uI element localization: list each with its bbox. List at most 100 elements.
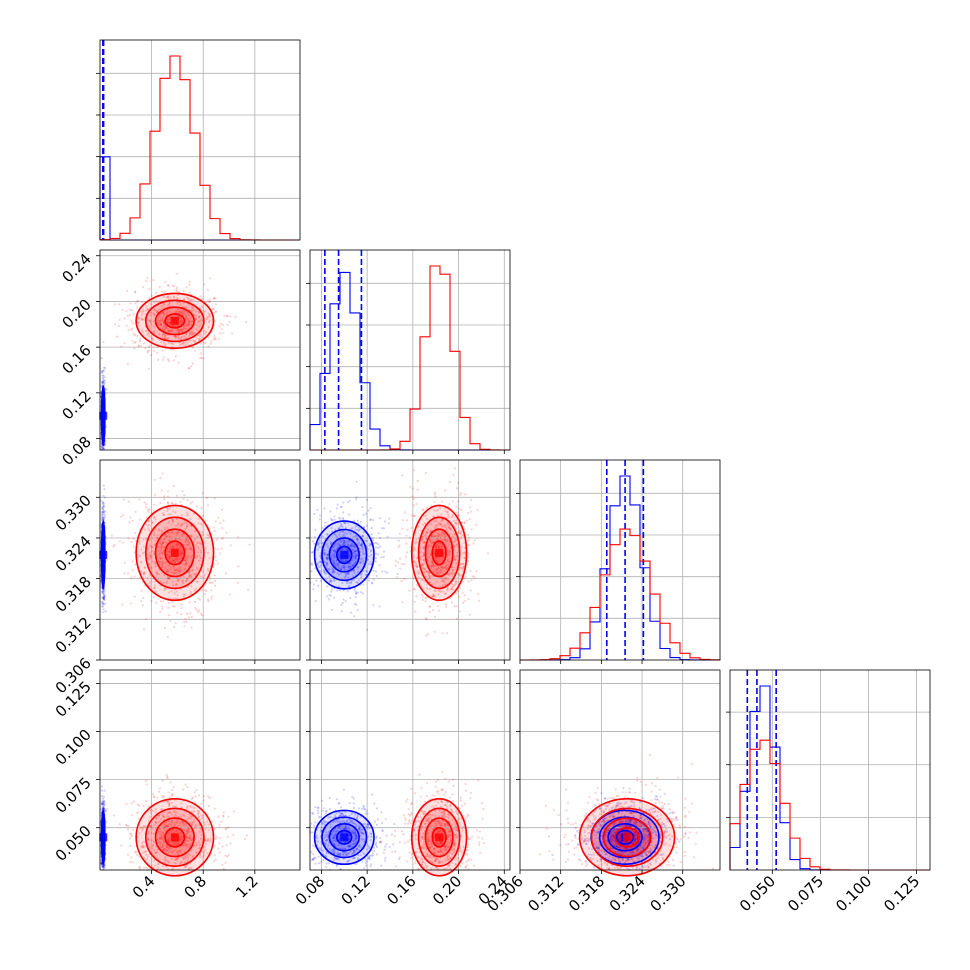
panel-r2-c1-point-0: [353, 519, 356, 522]
panel-r1-c0-point-1: [188, 291, 191, 294]
panel-r1-c0-point-1: [158, 320, 161, 323]
panel-r1-c0-point-1: [208, 319, 211, 322]
panel-r2-c1-point-0: [382, 550, 386, 553]
panel-r2-c0-point-1: [144, 503, 148, 506]
panel-r1-c0-point-0: [101, 376, 104, 379]
panel-r1-c0-point-1: [125, 289, 129, 292]
panel-r1-c0-point-0: [102, 369, 105, 372]
panel-r1-c0-point-1: [156, 310, 159, 313]
panel-r2-c0-point-1: [178, 546, 181, 549]
panel-r2-c1-point-1: [453, 540, 456, 543]
panel-r1-c0-point-1: [150, 354, 153, 357]
panel-r1-c0-point-1: [202, 357, 205, 360]
panel-r2-c0-point-1: [191, 500, 194, 503]
panel-r1-c0-point-1: [132, 332, 135, 335]
panel-r1-c0-point-1: [176, 330, 179, 333]
panel-r2-c0-point-1: [193, 540, 196, 543]
panel-r2-c0-point-1: [197, 517, 200, 521]
panel-r2-c1-point-1: [404, 511, 407, 514]
panel-r2-c1-point-0: [367, 563, 371, 566]
panel-r2-c1-point-0: [314, 528, 317, 532]
panel-r2-c1-point-0: [346, 590, 349, 593]
panel-r2-c0-point-1: [161, 608, 164, 611]
panel-r2-c1-point-0: [375, 574, 378, 578]
panel-r2-c0-point-1: [194, 573, 197, 576]
panel-r2-c1-point-1: [453, 545, 456, 548]
panel-r1-c0-point-1: [163, 335, 166, 338]
panel-r3-c0-point-0: [102, 802, 105, 805]
panel-r2-c0-point-1: [167, 507, 170, 510]
panel-r1-c0-point-1: [165, 337, 168, 340]
panel-r1-c0-point-1: [190, 309, 194, 312]
panel-r1-c0-point-1: [130, 328, 133, 331]
panel-r2-c0-point-1: [138, 498, 141, 501]
panel-r1-c0-point-1: [131, 309, 134, 312]
panel-r2-c0-point-0: [102, 501, 105, 504]
panel-r1-c0-point-1: [176, 324, 179, 327]
panel-r2-c1-point-1: [406, 528, 409, 532]
panel-r2-c1-point-0: [335, 507, 338, 510]
panel-r2-c1-point-1: [448, 544, 451, 547]
panel-r1-c0-point-1: [188, 283, 191, 286]
panel-r2-c1-point-0: [361, 534, 365, 538]
panel-r2-c0-point-1: [202, 576, 205, 579]
panel-r2-c1-point-0: [349, 545, 352, 549]
panel-r2-c0-point-1: [201, 514, 204, 517]
panel-r2-c1-point-1: [436, 537, 439, 541]
panel-r1-c0-point-1: [163, 329, 166, 332]
panel-r1-c0-point-1: [212, 337, 215, 341]
panel-r2-c1-point-0: [333, 518, 336, 521]
panel-r1-c0-point-1: [231, 332, 234, 335]
panel-r2-c1-point-1: [421, 596, 424, 599]
panel-r2-c1-point-0: [344, 526, 347, 530]
panel-r2-c0-point-1: [187, 564, 190, 568]
panel-r2-c1-point-1: [414, 561, 417, 564]
panel-r1-c0-point-1: [184, 337, 187, 340]
panel-r2-c1-point-1: [430, 542, 433, 545]
panel-r2-c0-point-1: [152, 587, 155, 590]
panel-r2-c1-point-1: [456, 554, 459, 558]
panel-r2-c0-point-1: [207, 598, 210, 601]
panel-r1-c0-point-0: [102, 378, 105, 381]
panel-r2-c0-point-1: [147, 510, 150, 513]
panel-r2-c0-point-1: [159, 501, 162, 505]
panel-r1-c0-point-1: [177, 330, 181, 334]
panel-r1-c0-point-1: [165, 311, 168, 314]
panel-r2-c1-point-1: [450, 601, 453, 604]
panel-r2-c0-point-1: [216, 538, 219, 541]
panel-r2-c1-point-0: [370, 533, 373, 536]
panel-r1-c0-point-1: [218, 332, 221, 335]
panel-r1-c0-point-1: [128, 308, 132, 311]
panel-r1-c0-point-1: [163, 322, 166, 325]
panel-r2-c1-point-1: [428, 587, 431, 591]
panel-r2-c0-point-1: [207, 569, 210, 572]
panel-r2-c1-point-0: [338, 533, 341, 536]
panel-r2-c0-point-1: [134, 563, 137, 566]
panel-r2-c0-point-1: [164, 566, 167, 570]
panel-r2-c0-point-1: [173, 569, 176, 572]
panel-r2-c0-point-1: [214, 584, 217, 587]
panel-r2-c1-point-1: [452, 474, 455, 477]
panel-r1-c0-point-1: [162, 302, 165, 305]
panel-r2-c1-point-1: [412, 560, 415, 563]
panel-r2-c1-point-0: [356, 538, 359, 542]
panel-r2-c0-point-1: [203, 592, 206, 596]
panel-r1-c0-point-1: [161, 333, 164, 336]
panel-r2-c1-point-0: [325, 595, 328, 598]
panel-r1-c0-point-1: [125, 309, 128, 312]
panel-r1-c0-point-1: [175, 272, 178, 275]
panel-r2-c1-point-0: [382, 555, 385, 559]
panel-r2-c1-point-0: [361, 592, 364, 595]
panel-r2-c1-point-1: [460, 492, 463, 495]
panel-r2-c0-point-1: [148, 524, 151, 527]
panel-r1-c0-point-1: [167, 329, 170, 332]
panel-r1-c0-point-1: [175, 310, 178, 313]
panel-r2-c0-point-1: [160, 565, 163, 569]
panel-r2-c0-point-1: [176, 611, 179, 614]
panel-r1-c0-point-1: [158, 285, 161, 288]
panel-r1-c0-point-1: [147, 367, 150, 370]
panel-r2-c1-point-1: [416, 565, 419, 569]
panel-r2-c1-point-1: [468, 613, 471, 616]
panel-r2-c1-point-0: [337, 573, 340, 576]
panel-r2-c1-point-1: [435, 547, 438, 550]
